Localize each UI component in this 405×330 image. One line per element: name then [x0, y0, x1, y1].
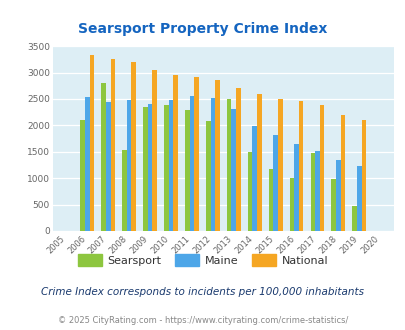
Bar [189, 96, 194, 231]
Bar [310, 153, 314, 231]
Bar [314, 151, 319, 231]
Bar [356, 166, 361, 231]
Bar [110, 59, 115, 231]
Text: Searsport Property Crime Index: Searsport Property Crime Index [78, 22, 327, 36]
Bar [335, 160, 340, 231]
Bar [330, 179, 335, 231]
Bar [85, 97, 90, 231]
Bar [185, 110, 189, 231]
Bar [268, 169, 273, 231]
Bar [147, 104, 152, 231]
Bar [80, 120, 85, 231]
Bar [215, 80, 219, 231]
Bar [173, 75, 177, 231]
Bar [226, 99, 231, 231]
Bar [289, 178, 294, 231]
Bar [205, 121, 210, 231]
Text: Crime Index corresponds to incidents per 100,000 inhabitants: Crime Index corresponds to incidents per… [41, 287, 364, 297]
Bar [256, 94, 261, 231]
Bar [164, 105, 168, 231]
Bar [340, 115, 344, 231]
Bar [131, 61, 136, 231]
Bar [252, 126, 256, 231]
Bar [235, 88, 240, 231]
Bar [319, 105, 324, 231]
Bar [152, 71, 157, 231]
Bar [106, 102, 110, 231]
Bar [361, 119, 365, 231]
Bar [122, 150, 126, 231]
Legend: Searsport, Maine, National: Searsport, Maine, National [73, 250, 332, 270]
Bar [194, 77, 198, 231]
Bar [298, 101, 303, 231]
Bar [126, 100, 131, 231]
Bar [247, 152, 252, 231]
Bar [210, 98, 215, 231]
Bar [352, 206, 356, 231]
Bar [90, 55, 94, 231]
Bar [277, 99, 282, 231]
Text: © 2025 CityRating.com - https://www.cityrating.com/crime-statistics/: © 2025 CityRating.com - https://www.city… [58, 315, 347, 325]
Bar [143, 107, 147, 231]
Bar [168, 100, 173, 231]
Bar [101, 83, 106, 231]
Bar [231, 109, 235, 231]
Bar [294, 145, 298, 231]
Bar [273, 135, 277, 231]
